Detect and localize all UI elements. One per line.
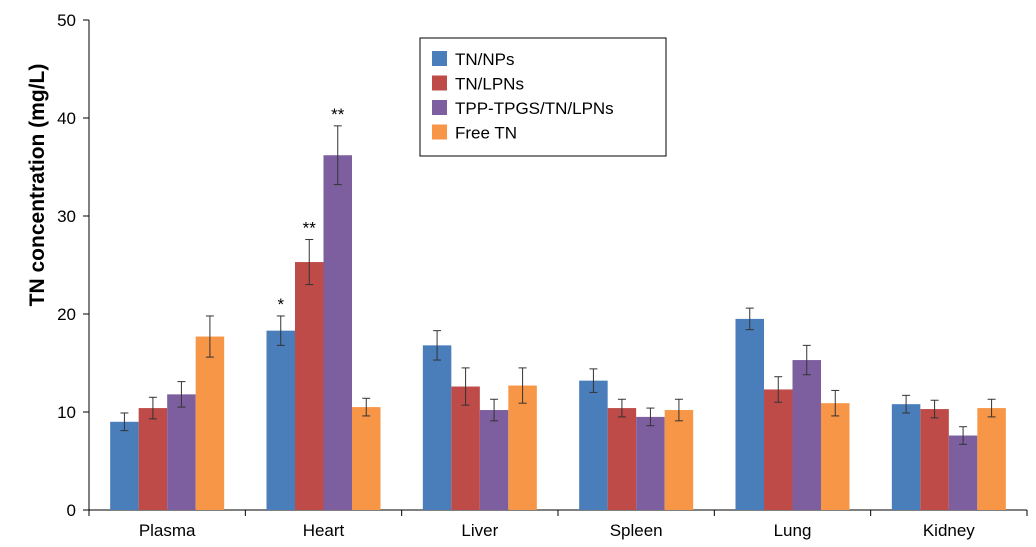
- x-tick-label: Plasma: [139, 521, 196, 540]
- y-tick-label: 50: [57, 11, 76, 30]
- legend-swatch: [432, 75, 447, 91]
- bar: [664, 410, 694, 510]
- y-tick-label: 30: [57, 207, 76, 226]
- bar: [508, 385, 537, 510]
- bar: [821, 403, 850, 510]
- bar: [920, 409, 949, 510]
- bar: [167, 394, 196, 510]
- labels: 0 10 20 30 40 50 Plasma Heart Liver Spleen Lung Kid…: [57, 11, 975, 540]
- y-tick-label: 10: [57, 403, 76, 422]
- bar: [195, 336, 225, 510]
- x-tick-label: Lung: [774, 521, 812, 540]
- bar: [451, 386, 480, 510]
- x-tick-label: Spleen: [610, 521, 663, 540]
- x-tick-label: Liver: [461, 521, 498, 540]
- bar: [579, 380, 608, 510]
- bar: [295, 262, 324, 510]
- legend-box: [419, 37, 667, 157]
- significance-marker: **: [303, 219, 317, 238]
- legend-label: TN/LPNs: [455, 75, 524, 94]
- x-tick-label: Heart: [303, 521, 345, 540]
- bars: [110, 125, 1006, 511]
- significance-marker: **: [331, 105, 345, 124]
- bar: [977, 408, 1006, 510]
- bar: [352, 407, 381, 510]
- bar: [138, 408, 168, 510]
- y-tick-label: 20: [57, 305, 76, 324]
- x-tick-label: Kidney: [923, 521, 975, 540]
- legend-swatch: [432, 51, 447, 66]
- legend-swatch: [432, 100, 447, 115]
- y-tick-label: 0: [67, 501, 76, 520]
- bar: [110, 421, 139, 510]
- bar: [636, 416, 665, 510]
- bar: [323, 155, 352, 511]
- bar: [607, 408, 637, 510]
- bar: [422, 345, 452, 510]
- bar: [792, 360, 821, 510]
- legend-label: TPP-TPGS/TN/LPNs: [455, 99, 614, 118]
- bar: [891, 404, 921, 510]
- legend-swatch: [432, 124, 447, 140]
- bar: [764, 389, 793, 510]
- axes: [83, 19, 1028, 516]
- legend: TN/NPs TN/LPNs TPP-TPGS/TN/LPNs Free TN: [419, 37, 667, 157]
- significance-marker: *: [277, 295, 284, 314]
- bar: [948, 435, 978, 510]
- bar: [266, 330, 295, 510]
- y-tick-label: 40: [57, 109, 76, 128]
- bar: [479, 410, 509, 510]
- y-axis-title: TN concentration (mg/L): [26, 64, 49, 307]
- bar: [735, 318, 764, 510]
- legend-label: TN/NPs: [455, 50, 515, 69]
- legend-label: Free TN: [455, 124, 517, 143]
